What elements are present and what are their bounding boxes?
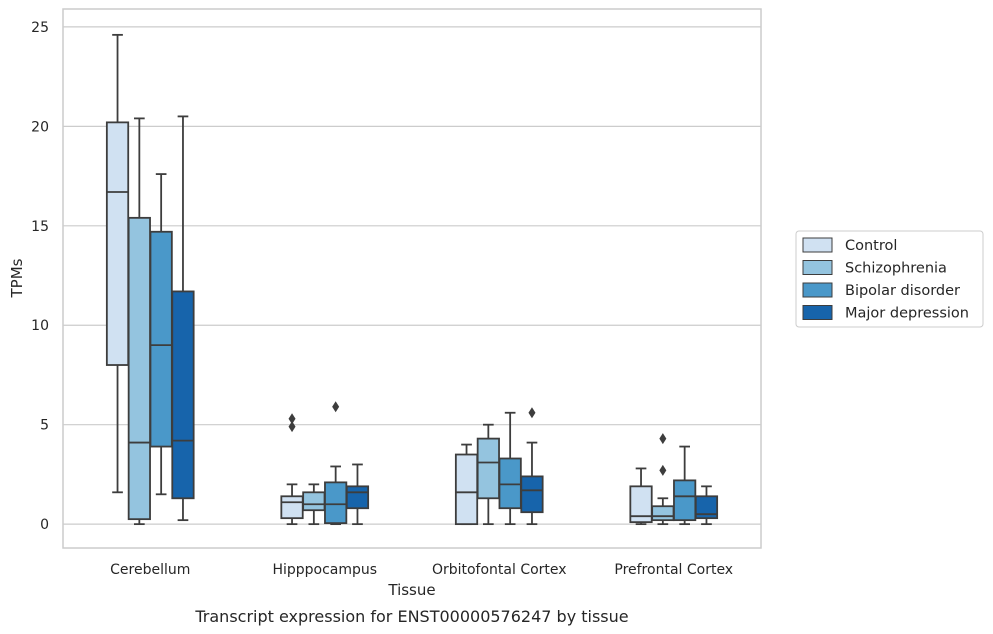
outlier-point bbox=[288, 421, 296, 433]
box-body bbox=[345, 485, 370, 510]
box-2-2 bbox=[498, 411, 522, 526]
box-body bbox=[127, 216, 151, 521]
legend-label: Schizophrenia bbox=[845, 261, 947, 277]
box-body bbox=[476, 437, 500, 500]
y-tick-label: 5 bbox=[40, 418, 49, 434]
box-0-2 bbox=[149, 173, 173, 496]
box-body bbox=[454, 453, 479, 526]
y-tick-label: 20 bbox=[31, 119, 49, 135]
box-3-3 bbox=[694, 485, 719, 526]
box-body bbox=[324, 481, 348, 525]
box-3-2 bbox=[673, 445, 697, 526]
x-tick-labels: Cerebellum Hipppocampus Orbitofontal Corte… bbox=[110, 562, 733, 578]
box-2-0 bbox=[454, 443, 479, 526]
y-tick-label: 0 bbox=[40, 517, 49, 533]
legend: Control Schizophrenia Bipolar disorder Majo… bbox=[795, 230, 984, 328]
legend-swatch bbox=[802, 282, 833, 298]
box-body bbox=[280, 495, 304, 520]
box-body bbox=[520, 475, 544, 514]
x-tick-label: Prefrontal Cortex bbox=[614, 562, 733, 578]
legend-item: Bipolar disorder bbox=[802, 282, 960, 299]
box-2-3 bbox=[520, 407, 544, 526]
box-body bbox=[673, 479, 697, 522]
x-tick-label: Cerebellum bbox=[110, 562, 190, 578]
y-tick-label: 10 bbox=[31, 318, 49, 334]
legend-label: Bipolar disorder bbox=[845, 283, 960, 299]
box-body bbox=[149, 230, 173, 448]
box-0-3 bbox=[171, 115, 195, 522]
x-tick-label: Orbitofontal Cortex bbox=[432, 562, 567, 578]
box-0-1 bbox=[127, 117, 151, 526]
y-axis-title: TPMs bbox=[8, 258, 26, 298]
box-2-1 bbox=[476, 423, 500, 526]
box-body bbox=[651, 505, 675, 522]
legend-swatch bbox=[802, 237, 833, 253]
box-0-0 bbox=[105, 33, 130, 494]
box-body bbox=[629, 485, 653, 524]
box-body bbox=[302, 491, 326, 512]
box-1-1 bbox=[302, 483, 326, 526]
box-body bbox=[498, 457, 522, 510]
legend-swatch bbox=[802, 305, 833, 320]
legend-frame bbox=[795, 230, 984, 328]
outlier-point bbox=[288, 413, 296, 425]
legend-label: Control bbox=[845, 238, 897, 254]
legend-item: Schizophrenia bbox=[802, 260, 947, 277]
chart-title: Transcript expression for ENST0000057624… bbox=[194, 607, 628, 626]
box-1-2 bbox=[324, 401, 348, 526]
outlier-point bbox=[659, 433, 667, 445]
y-tick-label: 25 bbox=[31, 20, 49, 36]
legend-swatch bbox=[802, 260, 833, 275]
y-tick-labels: 0 5 10 15 20 25 bbox=[31, 20, 49, 533]
legend-item: Control bbox=[802, 237, 897, 254]
legend-item: Major depression bbox=[802, 305, 969, 322]
box-body bbox=[105, 121, 130, 366]
outlier-point bbox=[659, 464, 667, 476]
box-series bbox=[105, 33, 719, 526]
box-body bbox=[171, 290, 195, 500]
y-tick-label: 15 bbox=[31, 219, 49, 235]
box-body bbox=[694, 495, 719, 520]
box-1-0 bbox=[280, 413, 304, 526]
outlier-point bbox=[528, 407, 536, 419]
outlier-point bbox=[332, 401, 340, 413]
x-tick-label: Hipppocampus bbox=[272, 562, 377, 578]
x-axis-title: Tissue bbox=[387, 581, 435, 599]
legend-label: Major depression bbox=[845, 306, 969, 322]
box-1-3 bbox=[345, 463, 370, 526]
box-3-1 bbox=[651, 433, 675, 526]
plot-frame bbox=[62, 8, 762, 549]
box-3-0 bbox=[629, 467, 653, 526]
